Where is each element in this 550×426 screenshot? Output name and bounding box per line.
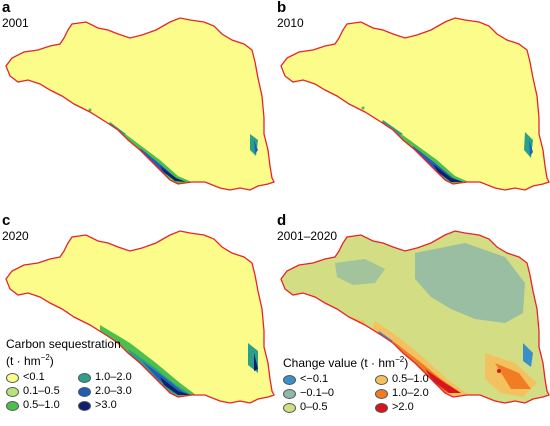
map-panel-d: d 2001–2020 Change value (t · hm−2) <−0.…: [275, 213, 550, 426]
swatch-icon: [6, 386, 19, 397]
legend-item: 1.0–2.0: [78, 371, 132, 384]
legend-item: 2.0–3.0: [78, 385, 132, 398]
swatch-icon: [283, 388, 296, 399]
region-fill: [6, 18, 274, 190]
carbon-map-2001: [5, 17, 275, 191]
legend-item: 0.5–1.0: [6, 399, 60, 412]
panel-year: 2001: [2, 16, 29, 30]
legend-item: >3.0: [78, 399, 117, 412]
legend-item: 0.5–1.0: [375, 373, 429, 386]
legend-item: 0–0.5: [283, 401, 328, 414]
carbon-map-2010: [280, 17, 550, 191]
map-panel-b: b 2010: [275, 0, 550, 213]
legend-item: 0.1–0.5: [6, 385, 60, 398]
panel-letter: d: [277, 212, 287, 229]
legend-item: 1.0–2.0: [375, 387, 429, 400]
high-sequestration-zone: [38, 301, 258, 399]
panel-year: 2001–2020: [277, 229, 338, 243]
carbon-legend: Carbon sequestration (t · hm−2) <0.1 0.1…: [6, 338, 176, 413]
legend-title: Carbon sequestration: [6, 337, 121, 351]
panel-year: 2010: [277, 16, 304, 30]
swatch-icon: [375, 388, 388, 399]
swatch-icon: [78, 386, 91, 397]
legend-item: −0.1–0: [283, 387, 334, 400]
change-map-2001-2020: [280, 230, 550, 404]
swatch-icon: [375, 374, 388, 385]
panel-year: 2020: [2, 229, 29, 243]
map-panel-a: a 2001: [0, 0, 275, 213]
swatch-icon: [78, 400, 91, 411]
panel-letter: a: [2, 0, 11, 16]
region-fill: [281, 18, 549, 190]
swatch-icon: [283, 402, 296, 413]
swatch-icon: [78, 372, 91, 383]
map-panel-c: c 2020 Carbon sequestration (t · hm−2) <…: [0, 213, 275, 426]
swatch-icon: [6, 400, 19, 411]
legend-title: Change value (t · hm−2): [283, 355, 409, 370]
panel-letter: b: [277, 0, 287, 16]
legend-unit: (t · hm−2): [6, 353, 54, 368]
panel-letter: c: [2, 212, 11, 229]
change-legend: Change value (t · hm−2) <−0.1 −0.1–0 0–0…: [283, 353, 483, 415]
carbon-map-2020: [5, 230, 275, 404]
swatch-icon: [375, 402, 388, 413]
legend-item: <0.1: [6, 371, 45, 384]
swatch-icon: [6, 372, 19, 383]
legend-item: >2.0: [375, 401, 414, 414]
swatch-icon: [283, 374, 296, 385]
legend-item: <−0.1: [283, 373, 328, 386]
